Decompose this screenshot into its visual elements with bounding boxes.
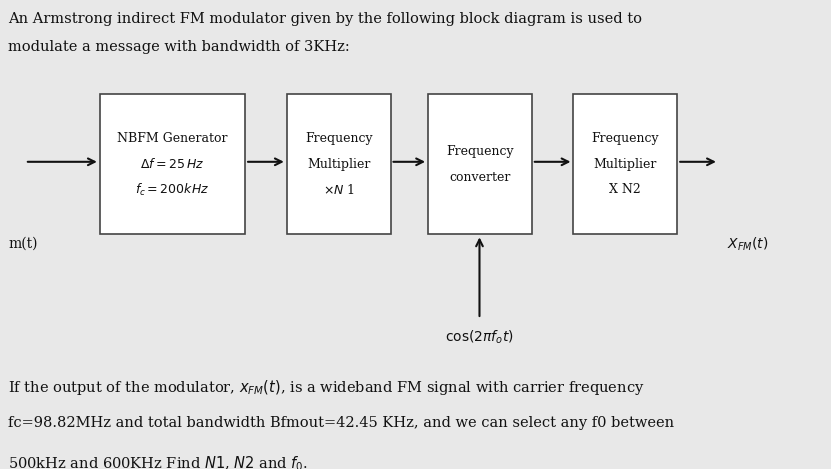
Bar: [428, 94, 532, 234]
Text: modulate a message with bandwidth of 3KHz:: modulate a message with bandwidth of 3KH…: [8, 40, 350, 54]
Text: If the output of the modulator, $x_{FM}(t)$, is a wideband FM signal with carrie: If the output of the modulator, $x_{FM}(…: [8, 378, 645, 397]
Text: An Armstrong indirect FM modulator given by the following block diagram is used : An Armstrong indirect FM modulator given…: [8, 12, 642, 26]
Text: $X_{FM}(t)$: $X_{FM}(t)$: [727, 235, 769, 253]
Text: Frequency: Frequency: [305, 132, 372, 145]
Text: Multiplier: Multiplier: [593, 158, 657, 171]
Text: $\times N$ 1: $\times N$ 1: [322, 183, 355, 197]
Text: Frequency: Frequency: [592, 132, 659, 145]
Text: $\cos(2\pi f_o t)$: $\cos(2\pi f_o t)$: [445, 328, 514, 346]
Text: X N2: X N2: [609, 183, 642, 197]
Text: fc=98.82MHz and total bandwidth Bfmout=42.45 KHz, and we can select any f0 betwe: fc=98.82MHz and total bandwidth Bfmout=4…: [8, 416, 675, 430]
Text: NBFM Generator: NBFM Generator: [117, 132, 228, 145]
Bar: [287, 94, 391, 234]
Text: converter: converter: [450, 171, 510, 183]
Text: $f_c = 200kHz$: $f_c = 200kHz$: [135, 182, 209, 198]
Text: Frequency: Frequency: [446, 145, 514, 158]
Text: 500kHz and 600KHz Find $N1$, $N2$ and $f_0$.: 500kHz and 600KHz Find $N1$, $N2$ and $f…: [8, 454, 308, 469]
Text: m(t): m(t): [8, 237, 37, 251]
Text: Multiplier: Multiplier: [307, 158, 371, 171]
Bar: [100, 94, 245, 234]
Text: $\Delta f = 25\,Hz$: $\Delta f = 25\,Hz$: [140, 157, 204, 171]
Bar: [573, 94, 677, 234]
